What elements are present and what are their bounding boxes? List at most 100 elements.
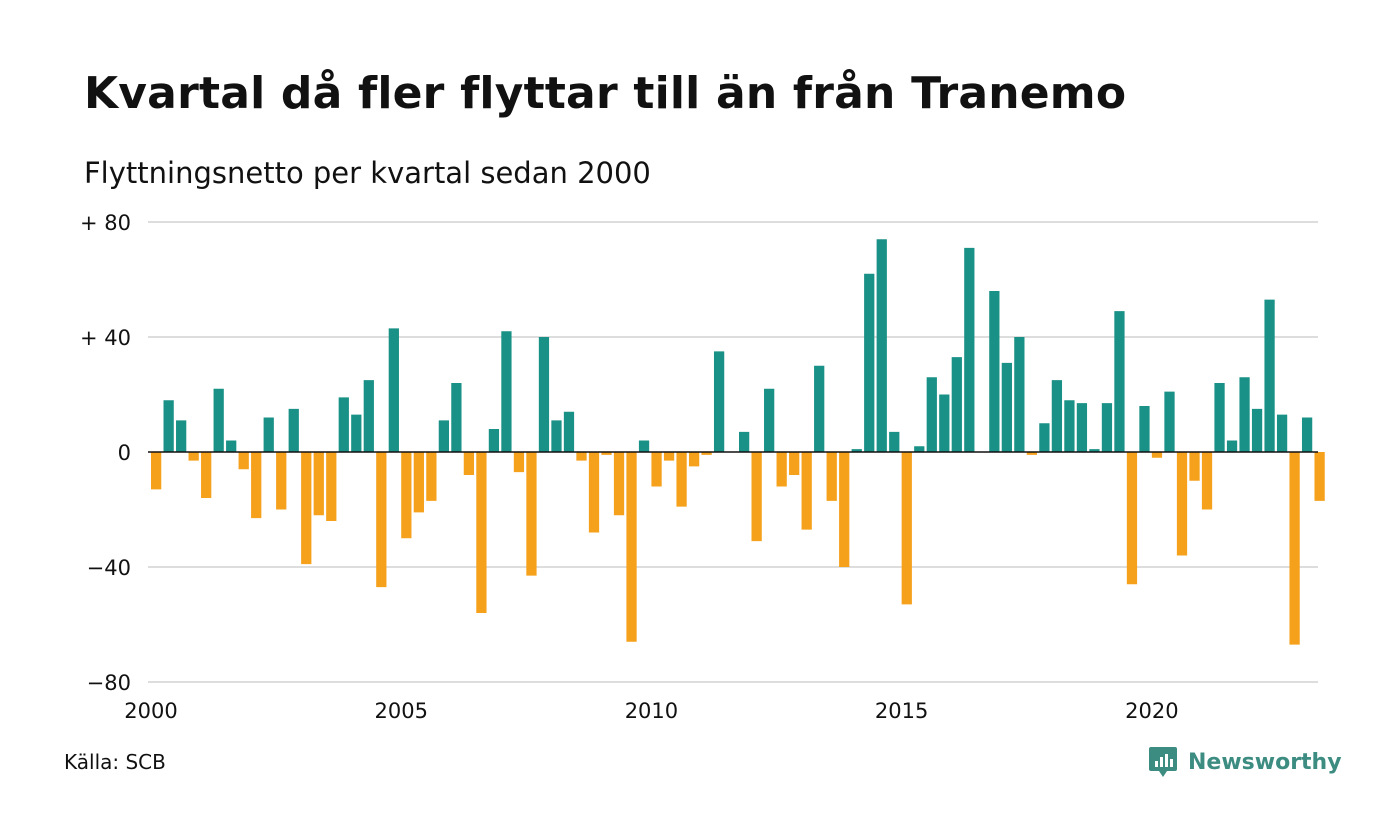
bar — [688, 452, 700, 467]
bar — [1239, 377, 1250, 452]
bar — [1226, 440, 1238, 452]
bar — [188, 452, 199, 461]
bar — [764, 388, 775, 452]
y-tick-label: 0 — [118, 441, 131, 465]
bar — [338, 397, 349, 452]
y-tick-label: −40 — [87, 556, 131, 580]
bar — [513, 452, 525, 473]
y-tick-label: + 40 — [80, 326, 131, 350]
bar — [901, 452, 912, 605]
bar — [401, 452, 412, 539]
bar — [463, 452, 475, 475]
bar — [388, 328, 399, 452]
bar — [739, 431, 750, 452]
y-tick-label: −80 — [87, 671, 131, 695]
bar — [551, 420, 562, 452]
bar — [676, 452, 687, 507]
bar — [1089, 449, 1100, 452]
bar — [151, 452, 162, 490]
bar — [876, 239, 887, 452]
bar — [501, 331, 512, 452]
bar — [1214, 383, 1225, 452]
bar — [1051, 380, 1063, 452]
bar — [864, 273, 875, 452]
bar — [1264, 299, 1275, 452]
bar — [1014, 337, 1025, 452]
bar — [213, 388, 224, 452]
bar — [1276, 414, 1288, 452]
bar — [476, 452, 487, 613]
bar — [163, 400, 174, 452]
bar — [276, 452, 287, 510]
bar — [301, 452, 312, 565]
bar — [563, 411, 575, 452]
x-tick-label: 2000 — [124, 699, 177, 723]
bar — [613, 452, 625, 516]
bar — [651, 452, 662, 487]
bar — [538, 337, 550, 452]
bar — [914, 446, 925, 452]
bar — [451, 383, 462, 452]
bar — [801, 452, 812, 530]
bar — [826, 452, 837, 501]
bar — [413, 452, 424, 513]
newsworthy-logo-icon — [1149, 747, 1177, 777]
bar — [638, 440, 650, 452]
bar — [1126, 452, 1138, 585]
bar — [1201, 452, 1213, 510]
brand-name: Newsworthy — [1188, 749, 1342, 775]
bar — [326, 452, 337, 521]
bar — [626, 452, 637, 642]
bar — [701, 452, 712, 455]
bar — [1189, 452, 1200, 481]
bar — [601, 452, 612, 455]
bar — [1314, 452, 1325, 501]
x-tick-label: 2020 — [1125, 699, 1178, 723]
x-tick-label: 2010 — [625, 699, 678, 723]
bar — [288, 408, 299, 452]
bar — [789, 452, 800, 475]
bar — [964, 247, 975, 452]
bar — [1301, 417, 1313, 452]
bar — [251, 452, 262, 519]
brand-logo: Newsworthy — [1148, 744, 1342, 780]
source-note: Källa: SCB — [64, 750, 166, 774]
bar — [588, 452, 600, 533]
bar — [263, 417, 274, 452]
bar — [1164, 391, 1175, 452]
x-tick-label: 2015 — [875, 699, 928, 723]
bar — [776, 452, 787, 487]
bar — [939, 394, 950, 452]
bar — [989, 291, 1000, 452]
bar — [1114, 311, 1125, 452]
bar — [1251, 408, 1263, 452]
bar — [488, 429, 500, 452]
bar — [1039, 423, 1050, 452]
bar — [1176, 452, 1188, 556]
bar — [176, 420, 187, 452]
bar — [238, 452, 249, 470]
bar — [426, 452, 437, 501]
bar — [226, 440, 237, 452]
bar — [1064, 400, 1075, 452]
bar — [951, 357, 962, 452]
bar — [376, 452, 387, 588]
bar — [201, 452, 212, 498]
bar — [438, 420, 450, 452]
bar — [926, 377, 937, 452]
bar — [713, 351, 725, 452]
bar — [1076, 403, 1088, 452]
bar — [751, 452, 762, 542]
bar — [1151, 452, 1163, 458]
bar — [313, 452, 324, 516]
bar — [351, 414, 362, 452]
bar — [1289, 452, 1300, 645]
bar — [526, 452, 537, 576]
bar — [663, 452, 675, 461]
bar — [576, 452, 587, 461]
y-tick-label: + 80 — [80, 211, 131, 235]
bar — [889, 431, 900, 452]
bar — [363, 380, 374, 452]
bar — [839, 452, 850, 567]
